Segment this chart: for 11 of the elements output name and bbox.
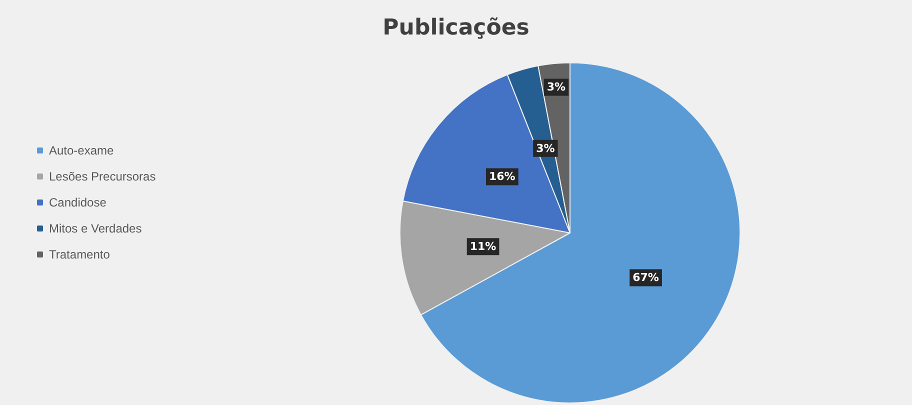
chart-title: Publicações: [382, 16, 530, 40]
data-label: 3%: [536, 142, 555, 155]
data-label: 11%: [470, 240, 496, 254]
legend-label: Lesões Precursoras: [49, 170, 156, 184]
data-label: 16%: [488, 170, 516, 184]
legend-label: Auto-exame: [49, 144, 114, 158]
legend-label: Mitos e Verdades: [49, 222, 142, 236]
data-label: 67%: [632, 271, 659, 284]
data-label: 3%: [546, 80, 566, 94]
legend-label: Candidose: [49, 196, 107, 210]
legend-label: Tratamento: [49, 248, 110, 262]
